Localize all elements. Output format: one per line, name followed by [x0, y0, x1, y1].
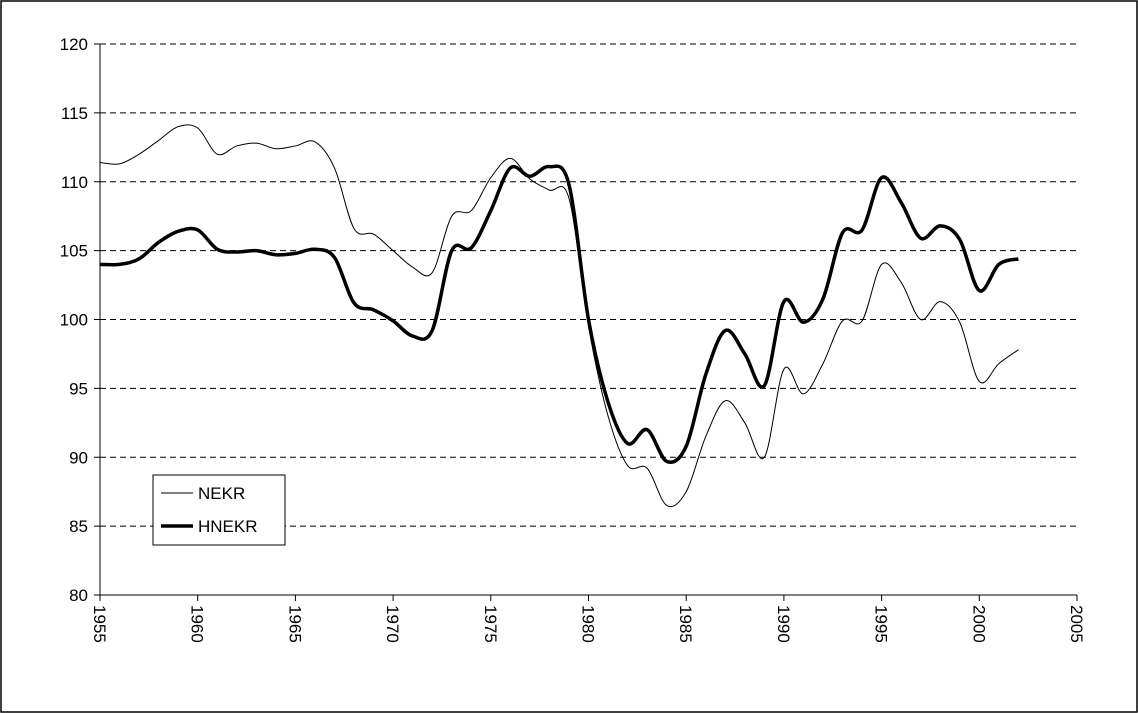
y-tick-label: 95 — [69, 379, 88, 398]
line-series — [99, 164, 1019, 464]
x-tick-label: 1990 — [774, 605, 793, 643]
x-tick-label: 2000 — [969, 605, 988, 643]
y-tick-label: 85 — [69, 517, 88, 536]
x-tick-label: 1980 — [579, 605, 598, 643]
legend-label: NEKR — [198, 484, 245, 503]
x-tick-label: 2005 — [1067, 605, 1086, 643]
x-tick-label: 1965 — [285, 605, 304, 643]
x-tick-label: 1985 — [676, 605, 695, 643]
x-tick-label: 1955 — [90, 605, 109, 643]
y-tick-label: 110 — [61, 173, 88, 192]
legend-box — [152, 474, 286, 546]
y-tick-label: 105 — [60, 242, 88, 261]
y-tick-label: 90 — [69, 448, 88, 467]
line-series — [99, 124, 1019, 508]
x-tick-label: 1975 — [481, 605, 500, 643]
x-tick-label: 1970 — [383, 605, 402, 643]
legend-label: HNEKR — [198, 517, 258, 536]
x-tick-label: 1995 — [872, 605, 891, 643]
y-tick-label: 115 — [61, 104, 88, 123]
y-tick-label: 120 — [60, 35, 88, 54]
y-tick-label: 100 — [60, 311, 88, 330]
x-tick-label: 1960 — [188, 605, 207, 643]
y-tick-label: 80 — [69, 586, 88, 605]
